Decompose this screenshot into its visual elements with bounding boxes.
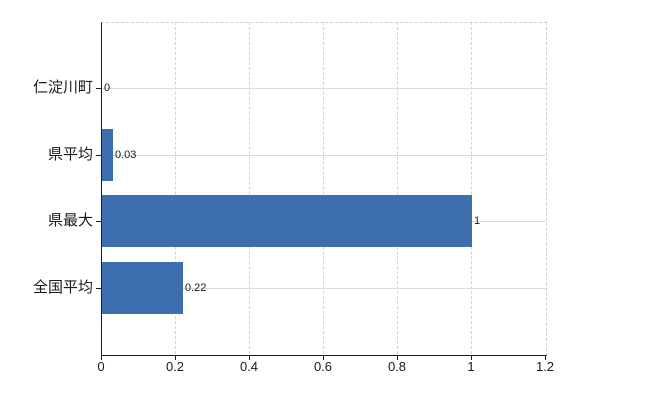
x-gridline: [471, 22, 472, 354]
bar-4: [102, 261, 183, 314]
bar-3: [102, 195, 472, 248]
y-axis-category-label: 県平均: [47, 145, 93, 163]
y-axis-category-label: 全国平均: [32, 278, 93, 296]
x-gridline: [175, 22, 176, 354]
x-axis-tick-label: 0.2: [165, 359, 185, 374]
x-axis-tick-label: 1.2: [535, 359, 555, 374]
y-axis-tick: [96, 287, 101, 289]
x-axis-tick: [545, 355, 546, 360]
x-axis-tick: [101, 355, 102, 360]
x-gridline: [249, 22, 250, 354]
x-axis-tick: [323, 355, 324, 360]
bar-value-label: 0.03: [115, 148, 137, 161]
y-gridline: [102, 154, 546, 156]
x-axis-tick: [471, 355, 472, 360]
plot-area: [101, 22, 547, 356]
x-axis-tick-label: 0: [97, 359, 105, 374]
y-axis-category-label: 仁淀川町: [32, 79, 93, 97]
bar-2: [102, 128, 113, 181]
x-axis-tick: [249, 355, 250, 360]
x-axis-tick-label: 0.6: [313, 359, 333, 374]
x-gridline: [397, 22, 398, 354]
bar-value-label: 1: [474, 215, 481, 228]
y-gridline: [102, 88, 546, 90]
x-axis-tick-label: 0.4: [239, 359, 259, 374]
x-axis-tick-label: 0.8: [387, 359, 407, 374]
y-axis-category-label: 県最大: [47, 212, 93, 230]
y-axis-tick: [96, 154, 101, 156]
y-axis-tick: [96, 88, 101, 90]
bar-value-label: 0: [104, 82, 111, 95]
y-gridline: [102, 287, 546, 289]
x-axis-tick-label: 1: [467, 359, 475, 374]
bar-value-label: 0.22: [185, 281, 207, 294]
x-axis-tick: [175, 355, 176, 360]
y-axis-tick: [96, 221, 101, 223]
x-gridline: [323, 22, 324, 354]
x-axis-tick: [397, 355, 398, 360]
